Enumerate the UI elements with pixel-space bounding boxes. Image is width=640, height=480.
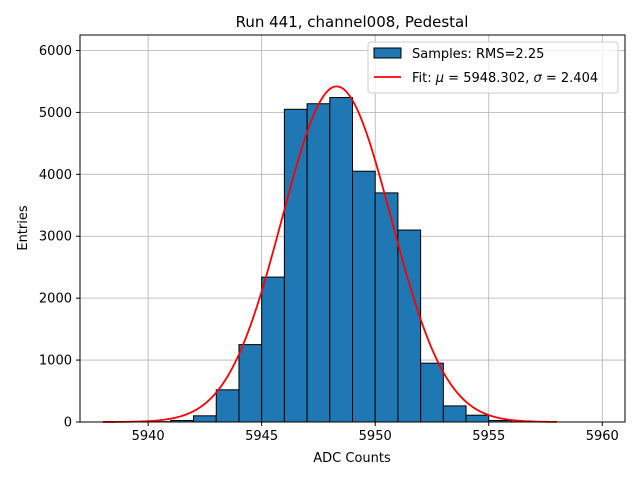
y-tick-label: 1000 (39, 354, 72, 369)
x-tick-label: 5945 (245, 429, 278, 444)
y-axis-title: Entries (16, 205, 31, 251)
y-tick-label: 3000 (39, 230, 72, 245)
histogram-bar (329, 97, 353, 423)
histogram-bar (306, 103, 331, 423)
y-tick-label: 6000 (39, 44, 72, 59)
legend-fit-text-3: = 2.404 (542, 71, 598, 86)
legend-fit-label: Fit: μ = 5948.302, σ = 2.404 (412, 71, 598, 86)
x-tick-label: 5960 (586, 429, 619, 444)
legend-fit-text-2: = 5948.302, (444, 71, 533, 86)
x-tick-label: 5940 (132, 429, 165, 444)
fit-curve (102, 85, 557, 423)
fit-curve-group (102, 85, 557, 423)
legend-fit-text-1: Fit: (412, 71, 436, 86)
histogram-bar (420, 362, 444, 423)
y-axis-ticks: 0 1000 2000 3000 4000 5000 6000 (39, 44, 80, 431)
legend-histogram-swatch (373, 47, 402, 59)
legend-fit-mu-symbol: μ (435, 71, 444, 86)
histogram-bar (442, 405, 467, 423)
legend-histogram-label: Samples: RMS=2.25 (412, 47, 544, 62)
legend-fit-sigma-symbol: σ (534, 71, 543, 86)
chart-title: Run 441, channel008, Pedestal (236, 13, 469, 31)
x-tick-label: 5950 (359, 429, 392, 444)
legend: Samples: RMS=2.25 Fit: μ = 5948.302, σ =… (367, 41, 619, 94)
histogram-bar (465, 414, 490, 423)
x-axis-title: ADC Counts (313, 451, 391, 466)
histogram-bar (238, 344, 263, 423)
x-tick-label: 5955 (472, 429, 505, 444)
histogram-bar (261, 276, 285, 423)
x-axis-ticks: 5940 5945 5950 5955 5960 (132, 422, 619, 444)
legend-box (367, 41, 619, 94)
y-tick-label: 4000 (39, 168, 72, 183)
histogram-bar (215, 389, 240, 423)
plot-frame (79, 34, 626, 423)
histogram-bar (283, 108, 308, 423)
y-tick-label: 0 (64, 416, 72, 431)
y-tick-label: 5000 (39, 106, 72, 121)
histogram-bar (193, 415, 217, 423)
y-tick-label: 2000 (39, 292, 72, 307)
histogram-bar (352, 170, 376, 423)
